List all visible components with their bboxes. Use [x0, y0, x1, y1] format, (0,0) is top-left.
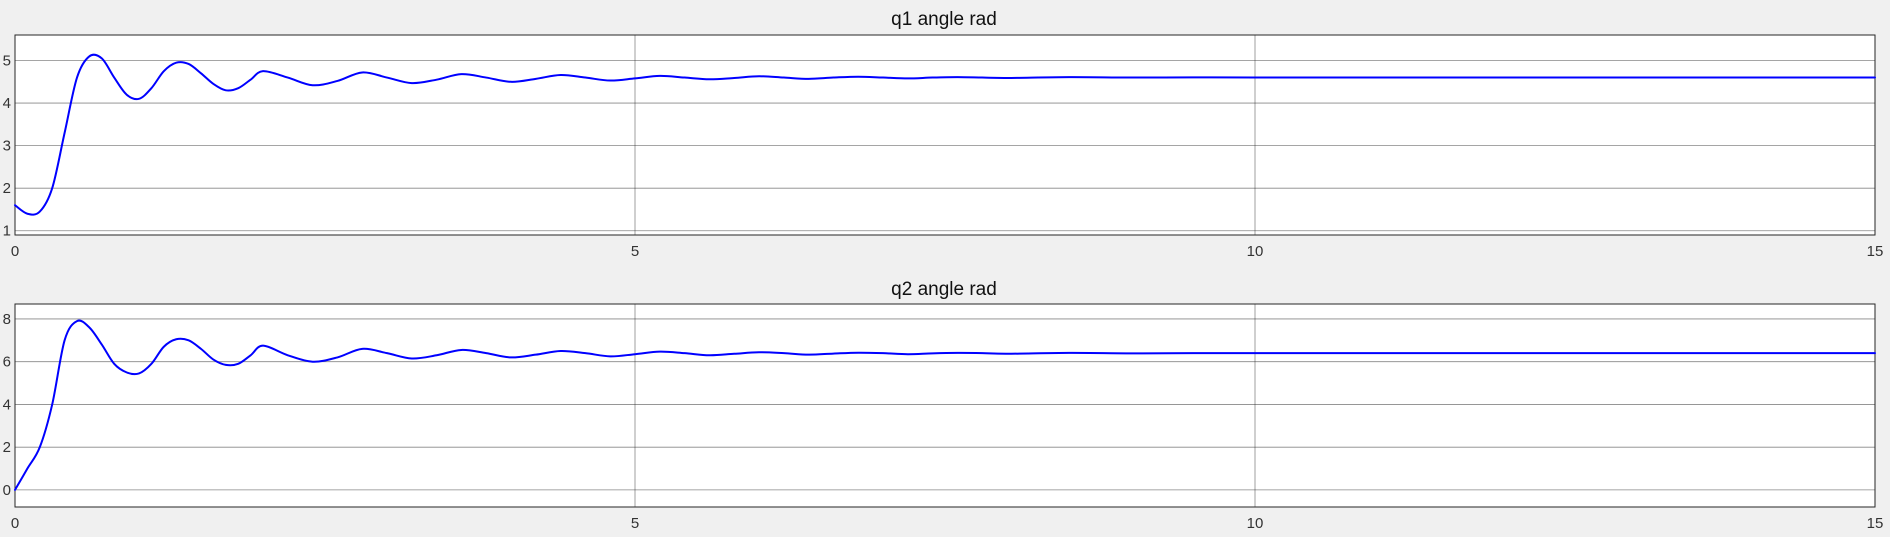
series-layer [14, 53, 1876, 216]
series-line [14, 53, 1876, 216]
grid [15, 304, 1875, 507]
y-tick-label: 5 [3, 53, 11, 70]
y-tick-label: 4 [3, 95, 11, 112]
x-tick-labels: 0 5 10 15 [11, 515, 1884, 532]
x-tick-label: 10 [1247, 515, 1264, 532]
y-tick-label: 2 [3, 180, 11, 197]
y-tick-label: 3 [3, 138, 11, 155]
y-tick-labels: 1 2 3 4 5 [3, 53, 11, 240]
axes-frame [14, 34, 1876, 236]
x-tick-labels: 0 5 10 15 [11, 243, 1884, 260]
series-layer [14, 319, 1876, 491]
plot-title: q1 angle rad [891, 9, 997, 30]
y-tick-label: 1 [3, 223, 11, 240]
x-tick-label: 10 [1247, 243, 1264, 260]
plot-q2: q2 angle rad 0 5 10 15 0 2 4 6 8 [3, 279, 1884, 532]
x-tick-label: 5 [631, 243, 639, 260]
grid [15, 35, 1875, 235]
y-tick-label: 8 [3, 311, 11, 328]
x-tick-label: 15 [1867, 515, 1884, 532]
x-tick-label: 0 [11, 243, 19, 260]
y-tick-label: 2 [3, 439, 11, 456]
y-tick-label: 4 [3, 396, 11, 413]
plot-title: q2 angle rad [891, 279, 997, 300]
x-tick-label: 5 [631, 515, 639, 532]
y-tick-labels: 0 2 4 6 8 [3, 311, 11, 499]
series-line [14, 319, 1876, 491]
x-tick-label: 0 [11, 515, 19, 532]
x-tick-label: 15 [1867, 243, 1884, 260]
axes-frame [14, 303, 1876, 508]
y-tick-label: 6 [3, 354, 11, 371]
y-tick-label: 0 [3, 482, 11, 499]
plot-q1: q1 angle rad 0 5 10 15 1 2 3 4 5 [3, 9, 1884, 260]
